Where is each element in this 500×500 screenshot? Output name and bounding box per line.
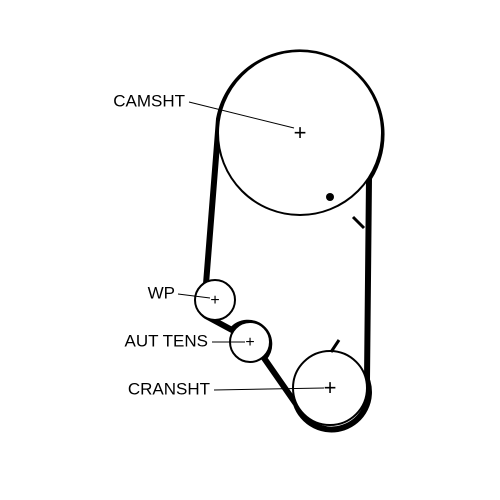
crankshaft-label: CRANSHT — [128, 379, 210, 398]
waterpump-label: WP — [148, 283, 175, 302]
waterpump-center-icon: + — [210, 292, 219, 309]
tensioner-label: AUT TENS — [125, 331, 208, 350]
camshaft-label: CAMSHT — [113, 91, 185, 110]
crank-timing-tick-icon — [331, 340, 339, 352]
cam-timing-tick-icon — [353, 217, 364, 228]
belt-routing-diagram: + + + + CAMSHT WP AUT TENS CRANSHT — [0, 0, 500, 500]
cam-timing-dot-icon — [326, 193, 334, 201]
tensioner-center-icon: + — [245, 334, 254, 351]
camshaft-center-icon: + — [294, 120, 307, 145]
crankshaft-center-icon: + — [324, 375, 337, 400]
